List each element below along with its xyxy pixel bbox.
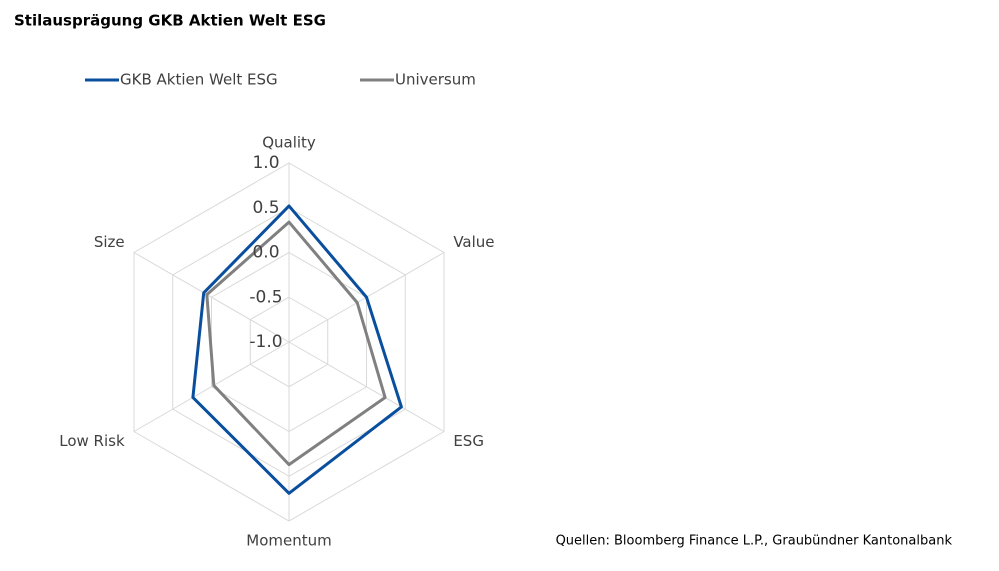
spoke (133, 252, 290, 343)
legend-label: Universum (395, 71, 476, 89)
category-label: Quality (262, 134, 316, 152)
category-label: Value (453, 233, 494, 251)
chart-title: Stilausprägung GKB Aktien Welt ESG (14, 12, 326, 30)
category-label: ESG (453, 432, 484, 450)
category-label: Low Risk (59, 432, 125, 450)
source-note: Quellen: Bloomberg Finance L.P., Graubün… (556, 534, 953, 549)
spoke (288, 341, 445, 432)
spoke (133, 341, 290, 432)
y-tick-label: -1.0 (249, 332, 282, 352)
legend-label: GKB Aktien Welt ESG (120, 71, 278, 89)
y-tick-label: -0.5 (249, 287, 282, 307)
category-label: Momentum (246, 532, 331, 550)
y-tick-label: 0.0 (252, 243, 279, 263)
y-tick-label: 0.5 (252, 198, 279, 218)
y-tick-label: 1.0 (252, 153, 279, 173)
series-line (191, 204, 403, 495)
series-line (205, 220, 387, 467)
category-label: Size (94, 233, 125, 251)
